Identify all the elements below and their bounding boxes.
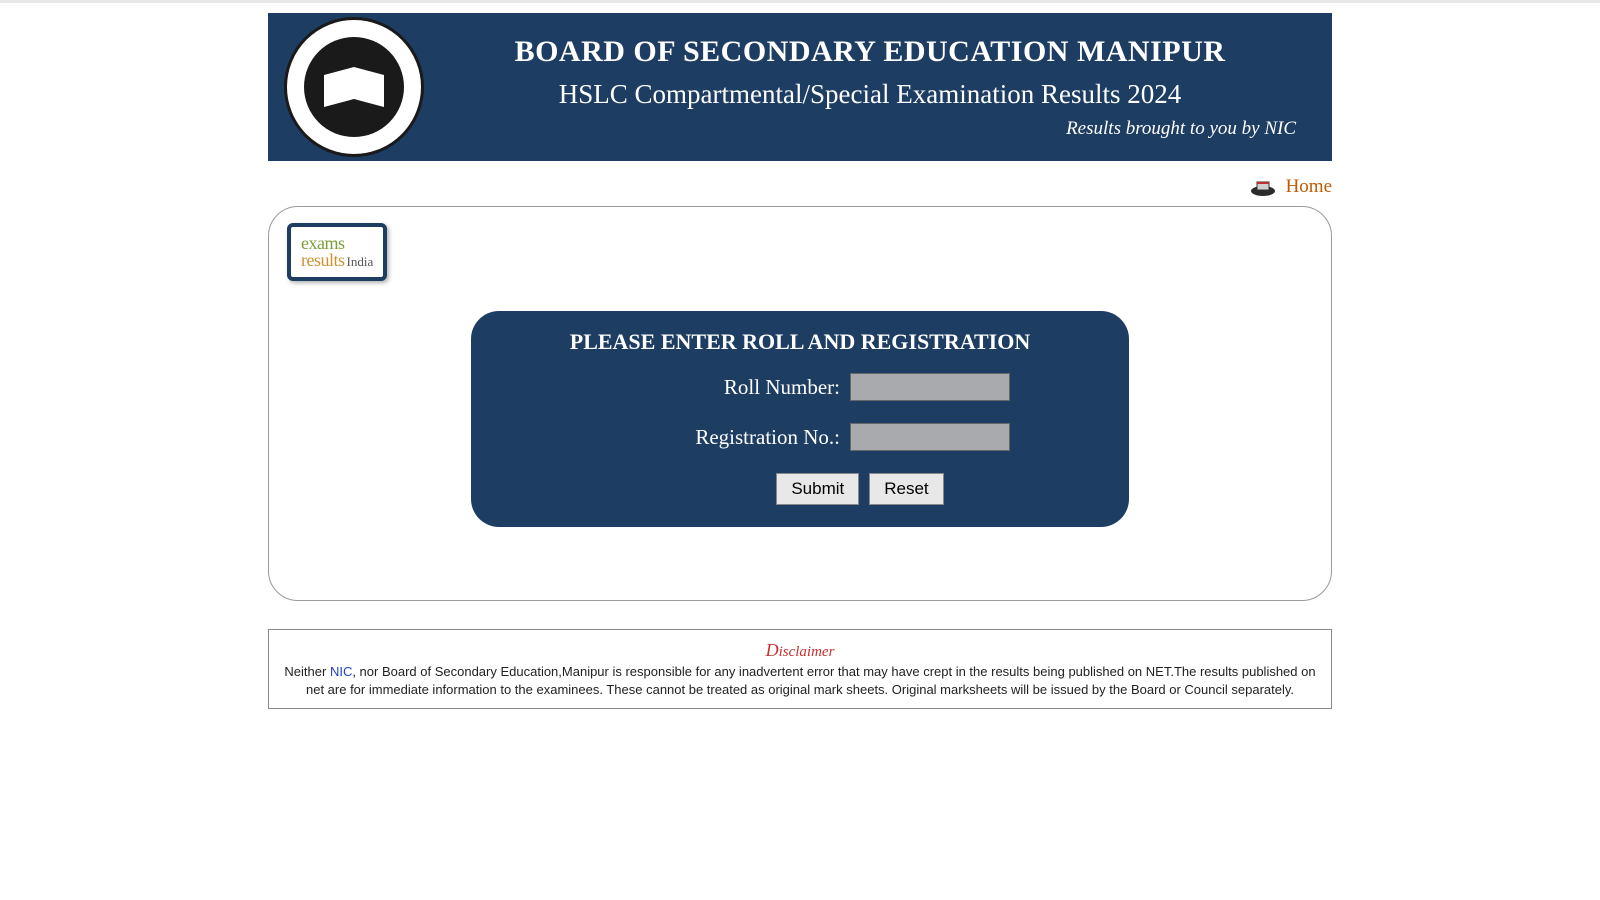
tagline: Results brought to you by NIC: [424, 118, 1316, 140]
disclaimer-pre: Neither: [284, 664, 330, 679]
exams-results-badge: exams resultsIndia: [287, 223, 387, 281]
roll-number-row: Roll Number:: [495, 373, 1105, 401]
board-logo: [284, 17, 424, 157]
header-banner: BOARD OF SECONDARY EDUCATION MANIPUR HSL…: [268, 13, 1332, 161]
disclaimer-text: Neither NIC, nor Board of Secondary Educ…: [283, 663, 1317, 698]
reset-button[interactable]: Reset: [869, 473, 943, 505]
home-icon: [1248, 177, 1278, 197]
disclaimer-box: Disclaimer Neither NIC, nor Board of Sec…: [268, 629, 1332, 709]
disclaimer-title-row: Disclaimer: [283, 640, 1317, 661]
home-link[interactable]: Home: [1286, 176, 1332, 198]
main-panel: exams resultsIndia PLEASE ENTER ROLL AND…: [268, 206, 1332, 601]
disclaimer-post: , nor Board of Secondary Education,Manip…: [306, 664, 1316, 697]
form-title: PLEASE ENTER ROLL AND REGISTRATION: [495, 329, 1105, 355]
nav-row: Home: [268, 161, 1332, 206]
roll-number-input[interactable]: [850, 373, 1010, 401]
form-panel: PLEASE ENTER ROLL AND REGISTRATION Roll …: [471, 311, 1129, 527]
button-row: Submit Reset: [495, 473, 1105, 505]
registration-row: Registration No.:: [495, 423, 1105, 451]
exam-subtitle: HSLC Compartmental/Special Examination R…: [424, 79, 1316, 110]
header-text-block: BOARD OF SECONDARY EDUCATION MANIPUR HSL…: [424, 35, 1316, 140]
book-icon: [324, 67, 384, 107]
top-border: [0, 0, 1600, 3]
page-container: BOARD OF SECONDARY EDUCATION MANIPUR HSL…: [268, 13, 1332, 709]
disclaimer-title-rest: isclaimer: [779, 644, 835, 660]
registration-label: Registration No.:: [590, 425, 840, 450]
brand-india-text: India: [347, 254, 374, 269]
submit-button[interactable]: Submit: [776, 473, 859, 505]
brand-results-text: results: [301, 250, 345, 270]
board-title: BOARD OF SECONDARY EDUCATION MANIPUR: [424, 35, 1316, 69]
board-logo-inner: [304, 37, 404, 137]
disclaimer-title-first: D: [766, 640, 779, 660]
roll-number-label: Roll Number:: [590, 375, 840, 400]
registration-input[interactable]: [850, 423, 1010, 451]
disclaimer-nic: NIC: [330, 664, 352, 679]
